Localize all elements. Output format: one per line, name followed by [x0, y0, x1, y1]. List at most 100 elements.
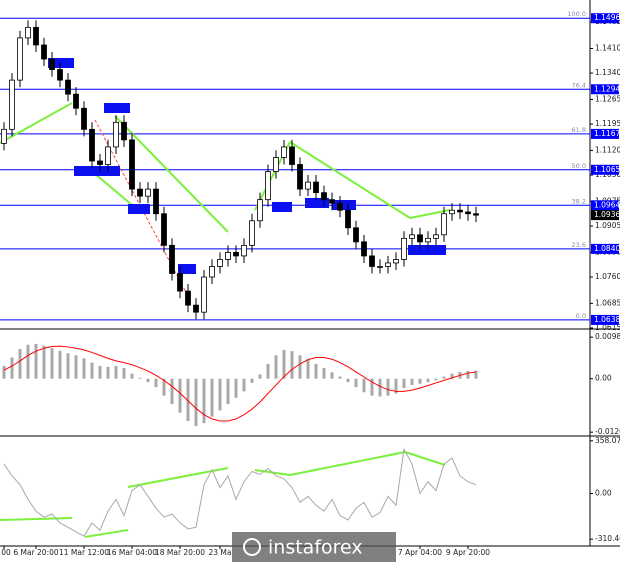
macd-bar	[386, 378, 390, 396]
candle-body	[49, 58, 55, 70]
macd-bar	[42, 345, 46, 379]
zone-box	[178, 264, 196, 274]
macd-bar	[186, 378, 190, 422]
trend-line	[114, 115, 229, 233]
y-tick-label: 1.1340	[595, 68, 620, 77]
candle-body	[113, 121, 119, 148]
candle-body	[225, 252, 231, 260]
x-tick-label: 16 Mar 04:00	[107, 548, 157, 557]
zone-box	[408, 245, 446, 255]
macd-bar	[442, 376, 446, 379]
candle-body	[449, 209, 455, 215]
zone-box	[48, 58, 74, 68]
price-box-label: 1.0840	[594, 244, 620, 253]
y-tick-label: 1.1120	[595, 145, 620, 154]
macd-bar	[218, 378, 222, 411]
candle-body	[361, 241, 367, 257]
candle-body	[105, 146, 111, 165]
x-tick-label: 9 Apr 20:00	[446, 548, 490, 557]
macd-bar	[90, 362, 94, 379]
macd-bar	[378, 378, 382, 397]
fib-label: 50.0	[572, 162, 586, 170]
macd-bar	[338, 376, 342, 379]
candle-body	[385, 262, 391, 267]
macd-bar	[258, 374, 262, 379]
price-box	[591, 243, 619, 254]
zone-box	[272, 202, 292, 212]
macd-bar	[274, 355, 278, 379]
candle-body	[257, 199, 263, 222]
macd-bar	[298, 355, 302, 379]
candle-body	[345, 209, 351, 229]
macd-bar	[178, 378, 182, 413]
candle-body	[433, 234, 439, 239]
y-tick-label: 0.00	[595, 489, 612, 498]
macd-bar	[362, 378, 366, 393]
signal-line	[3, 345, 477, 422]
candle-body	[9, 79, 15, 130]
macd-bar	[410, 378, 414, 386]
y-tick-label: -0.01263	[595, 427, 620, 436]
candle-body	[145, 188, 151, 197]
macd-bar	[58, 350, 62, 379]
macd-bar	[314, 363, 318, 379]
macd-bar	[18, 349, 22, 379]
candle-body	[185, 290, 191, 306]
candle-body	[41, 44, 47, 60]
price-box	[591, 164, 619, 175]
candle-body	[329, 199, 335, 204]
candle-body	[57, 69, 63, 81]
macd-bar	[162, 378, 166, 396]
candle-body	[297, 164, 303, 190]
macd-bar	[242, 378, 246, 392]
price-box-label: 1.1496	[594, 13, 620, 22]
price-box-label: 1.1167	[594, 129, 620, 138]
candle-body	[89, 128, 95, 162]
candle-body	[305, 181, 311, 190]
x-tick-label: 00	[1, 548, 11, 557]
candle-body	[417, 234, 423, 243]
y-tick-label: 358.072	[595, 436, 620, 445]
cci-line	[3, 447, 477, 537]
candle-body	[73, 93, 79, 109]
price-box-label: 1.1065	[594, 165, 620, 174]
macd-bar	[2, 365, 6, 379]
macd-bar	[106, 366, 110, 379]
macd-bar	[114, 365, 118, 379]
candle-body	[337, 202, 343, 211]
trend-line	[289, 141, 411, 219]
x-tick-label: 18 Mar 20:00	[155, 548, 205, 557]
macd-bar	[330, 372, 334, 379]
candle-body	[401, 237, 407, 260]
macd-bar	[418, 378, 422, 384]
candle-body	[233, 252, 239, 257]
macd-bar	[466, 371, 470, 379]
candle-body	[409, 234, 415, 239]
macd-bar	[394, 378, 398, 394]
trend-line	[404, 451, 446, 466]
macd-bar	[346, 378, 350, 383]
price-box-label: 1.0964	[594, 200, 620, 209]
x-tick-label: 6 Mar 20:00	[13, 548, 59, 557]
price-box-label: 1.1294	[594, 84, 620, 93]
y-tick-label: 0.00	[595, 374, 612, 383]
price-box	[591, 13, 619, 24]
candle-body	[153, 188, 159, 215]
macd-bar	[282, 349, 286, 379]
macd-bar	[434, 378, 438, 381]
candle-body	[209, 266, 215, 278]
candle-body	[121, 121, 127, 141]
macd-bar	[154, 378, 158, 388]
macd-bar	[290, 351, 294, 379]
candle-body	[377, 266, 383, 268]
macd-bar	[74, 355, 78, 379]
y-tick-label: 0.00981	[595, 332, 620, 341]
candle-body	[241, 244, 247, 257]
y-tick-label: 1.1410	[595, 43, 620, 52]
macd-bar	[354, 378, 358, 388]
y-tick-label: 1.0685	[595, 298, 620, 307]
candle-body	[193, 304, 199, 313]
macd-bar	[50, 348, 54, 379]
macd-bar	[146, 378, 150, 383]
zone-box	[74, 166, 120, 176]
